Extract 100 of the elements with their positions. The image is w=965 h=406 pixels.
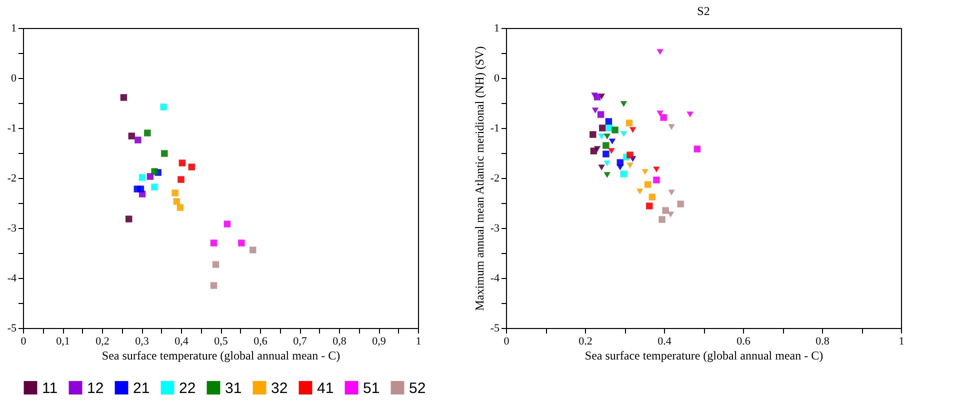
point (250, 246, 256, 254)
x-tick-label: 0,9 (372, 336, 386, 348)
x-tick-label: 0 (20, 336, 27, 348)
legend-label: 32 (271, 380, 288, 397)
point (677, 200, 684, 208)
point (238, 240, 245, 246)
y-tick-label: -5 (490, 322, 500, 334)
point (653, 176, 660, 184)
point (608, 138, 616, 144)
point (648, 194, 656, 200)
x-tick-label: 0,6 (254, 336, 268, 348)
point (620, 131, 628, 137)
point (620, 170, 628, 178)
x-tick-label: 1 (898, 336, 904, 348)
point (686, 112, 694, 118)
point (138, 174, 146, 181)
point (656, 49, 664, 55)
point (134, 186, 141, 192)
point (590, 148, 598, 154)
point (626, 162, 634, 168)
legend-label: 41 (317, 380, 334, 397)
point (646, 202, 653, 210)
y-tick-label: -4 (7, 272, 17, 284)
point (602, 142, 610, 149)
x-tick-label: 0.8 (816, 336, 830, 348)
x-tick-label: 0,4 (174, 336, 189, 348)
point (592, 108, 599, 114)
x-tick-label: 0.2 (578, 336, 592, 348)
point (653, 166, 660, 172)
point (120, 94, 128, 101)
x-tick-label: 0,1 (56, 336, 70, 348)
point (210, 282, 218, 289)
point (212, 261, 220, 268)
y-tick-label: 0 (494, 72, 500, 84)
y-tick-label: -2 (7, 172, 16, 184)
legend-label: 12 (87, 380, 104, 397)
point (134, 136, 142, 144)
point (662, 207, 669, 214)
point (591, 92, 598, 98)
x-tick-label: 0,2 (96, 336, 110, 348)
point (597, 111, 604, 118)
y-axis-title: Maximum annual mean Atlantic meridional (NH) (SV) (472, 46, 486, 311)
point (667, 212, 674, 218)
point (178, 176, 184, 183)
x-tick-label: 0.4 (658, 336, 672, 348)
point (668, 190, 675, 196)
x-axis-title: Sea surface temperature (global annual mean - C) (584, 348, 824, 362)
point (151, 168, 158, 175)
legend-label: 31 (225, 380, 242, 397)
x-tick-label: 0 (504, 336, 510, 348)
point (598, 134, 605, 140)
point (602, 150, 610, 158)
point (598, 164, 605, 170)
y-tick-label: -3 (490, 222, 500, 234)
point (604, 172, 610, 178)
point (620, 101, 628, 107)
point (161, 150, 168, 157)
x-axis-title: Sea surface temperature (global annual mean - C) (102, 348, 340, 362)
y-tick-label: 1 (494, 22, 500, 34)
point (176, 204, 184, 211)
point (173, 198, 180, 205)
point (616, 164, 624, 170)
point (172, 190, 178, 196)
x-tick-label: 0,5 (214, 336, 228, 348)
y-tick-label: -4 (490, 272, 500, 284)
point (604, 160, 610, 166)
y-tick-label: -5 (7, 322, 17, 334)
point (612, 126, 618, 134)
x-tick-label: 0,8 (332, 336, 347, 348)
x-tick-label: 0.6 (736, 336, 751, 348)
point (590, 131, 596, 138)
point (178, 160, 186, 166)
point (656, 110, 664, 116)
chart-title: S2 (697, 4, 710, 18)
point (594, 146, 601, 152)
point (660, 114, 667, 121)
point (210, 240, 218, 246)
point (626, 152, 634, 158)
point (608, 148, 615, 154)
point (694, 146, 701, 152)
y-tick-label: -1 (490, 122, 500, 134)
x-tick-label: 0,7 (293, 336, 308, 348)
point (629, 127, 636, 133)
point (642, 169, 648, 175)
legend-label: 51 (363, 380, 380, 397)
legend-label: 22 (179, 380, 196, 397)
point (626, 120, 633, 126)
point (128, 132, 135, 140)
point (599, 124, 606, 132)
y-tick-label: -3 (7, 222, 17, 234)
x-tick-label: 0,3 (135, 336, 150, 348)
y-tick-label: 0 (11, 72, 17, 84)
point (636, 188, 644, 194)
x-tick-label: 1 (416, 336, 422, 348)
point (644, 181, 652, 188)
y-tick-label: -1 (7, 122, 16, 134)
point (126, 216, 132, 222)
legend-label: 11 (42, 380, 58, 397)
point (668, 124, 675, 130)
point (160, 104, 167, 110)
